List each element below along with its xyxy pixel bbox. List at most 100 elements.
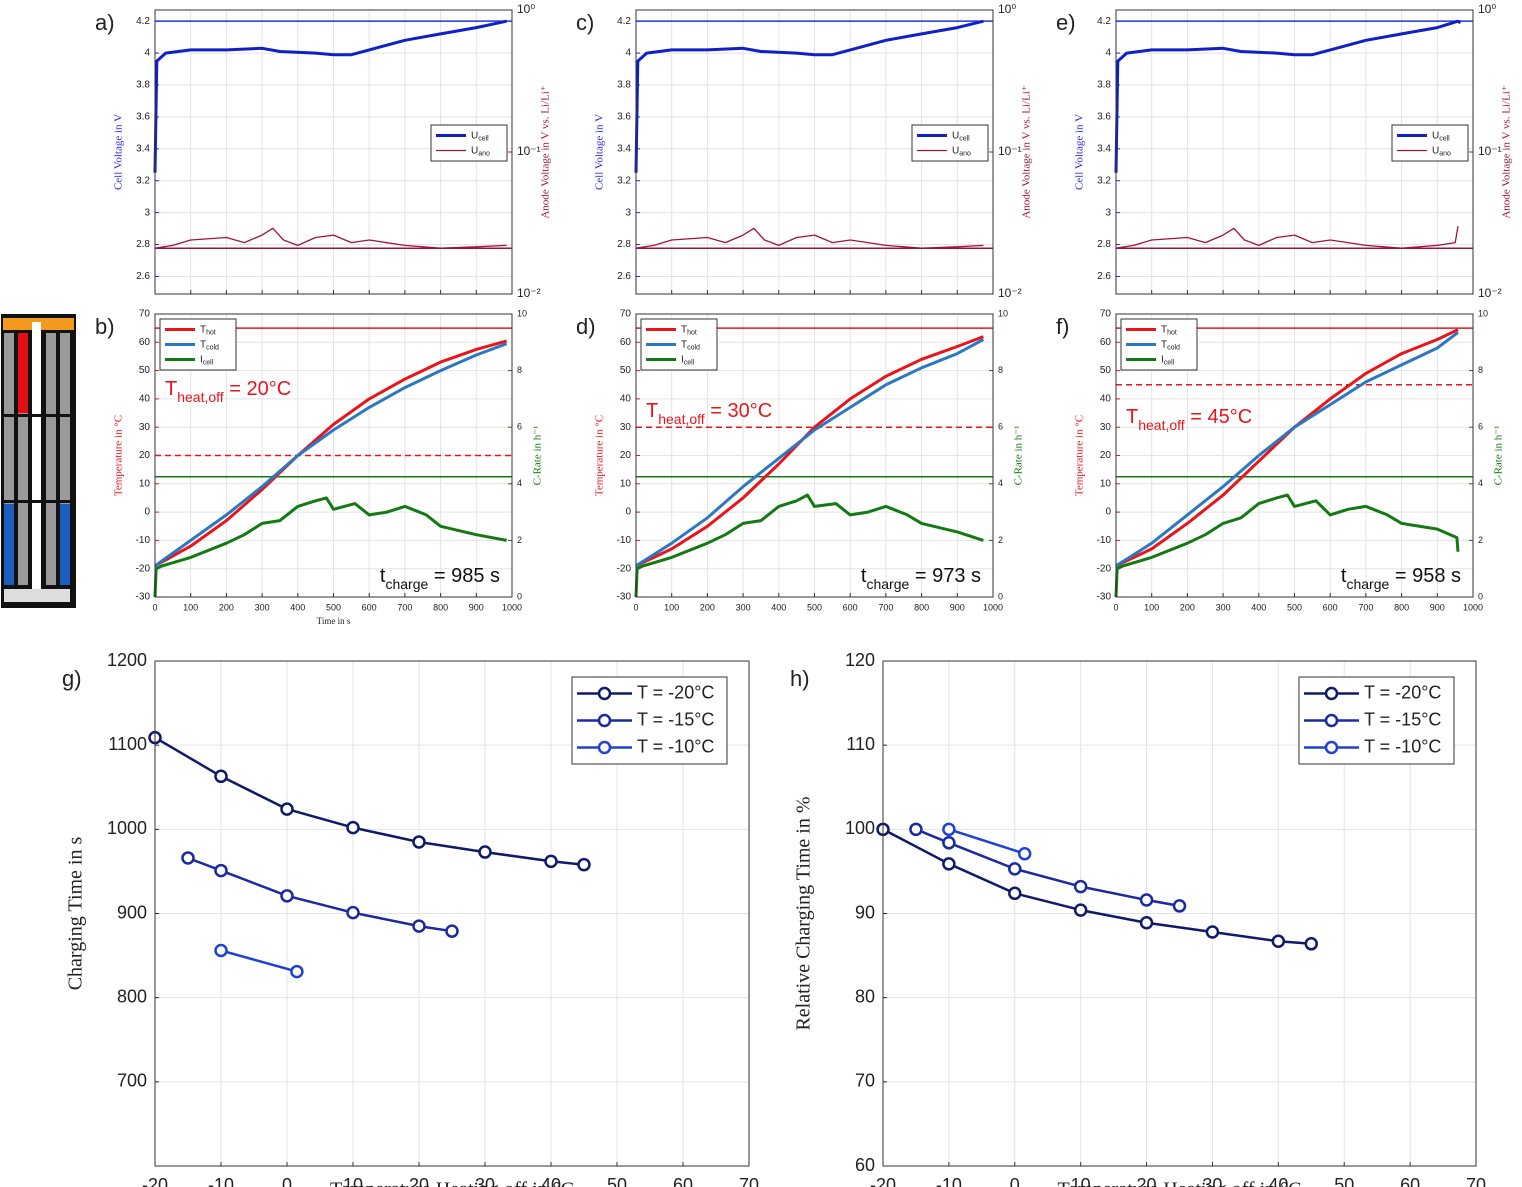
x-tick-label: 50 <box>607 1175 627 1187</box>
series-marker <box>1073 903 1088 917</box>
x-tick-label: 100 <box>1144 602 1159 612</box>
x-tick-label: 300 <box>255 602 270 612</box>
x-tick-label: 0 <box>1010 1175 1020 1187</box>
legend-label-part: T <box>200 324 206 335</box>
y-tick-label: 120 <box>845 650 875 670</box>
y-tick-label: 1200 <box>107 650 147 670</box>
legend-box <box>911 124 989 162</box>
y-tick-label: 1000 <box>107 818 147 838</box>
y-tick-label: 90 <box>855 902 875 922</box>
legend-label-part: cell <box>959 136 970 143</box>
legend-label-part: ano <box>1439 151 1451 158</box>
series-marker <box>1017 846 1032 861</box>
series-marker <box>1139 916 1154 930</box>
y-tick-label: 3.2 <box>1097 175 1111 186</box>
y-tick-label: 4.2 <box>617 16 631 27</box>
y-tick-label: -30 <box>1097 592 1112 603</box>
y2-tick-label: 10 <box>517 308 527 318</box>
legend-label: Tcold <box>200 339 219 352</box>
x-tick-label: 0 <box>633 602 638 612</box>
y-tick-label: 30 <box>139 422 151 433</box>
cell-column <box>46 333 56 585</box>
panel-label: e) <box>1056 10 1076 35</box>
legend-label-part: U <box>1432 145 1439 156</box>
legend-label: Ucell <box>952 130 970 143</box>
y-tick-label: 60 <box>139 337 151 348</box>
legend-label-part: ano <box>478 151 490 158</box>
series-marker <box>214 863 228 878</box>
y-tick-label: 50 <box>620 365 632 376</box>
series-line <box>154 339 508 568</box>
annotation-part: heat,off <box>1138 417 1185 433</box>
y-axis-label: Cell Voltage in V <box>113 114 125 190</box>
annotation-part: T <box>646 400 658 422</box>
y-tick-label: 0 <box>625 507 631 518</box>
annotation-part: = 30°C <box>705 400 772 422</box>
y-tick-label: 20 <box>139 450 151 461</box>
y2-tick-label: 10 <box>1478 308 1488 318</box>
y-tick-label: -10 <box>617 535 632 546</box>
x-tick-label: 60 <box>1400 1175 1420 1187</box>
series-marker <box>280 802 294 816</box>
y-tick-label: 3.2 <box>136 175 150 186</box>
legend-label-part: T = -20°C <box>637 682 714 702</box>
y2-axis-label: Anode Voltage in V vs. Li/Li⁺ <box>1501 85 1513 219</box>
y-tick-label: 60 <box>1100 337 1112 348</box>
y-tick-label: 2.6 <box>617 271 631 282</box>
x-tick-label: 900 <box>1430 602 1445 612</box>
y-tick-label: 3.4 <box>136 143 150 154</box>
series-marker <box>1172 899 1187 913</box>
x-tick-label: 1000 <box>502 602 522 612</box>
x-tick-label: 600 <box>362 602 377 612</box>
annotation-part: t <box>1341 565 1347 587</box>
series-marker <box>346 820 360 835</box>
y2-tick-label: 10⁻² <box>517 286 541 300</box>
legend-label: T = -20°C <box>1364 682 1441 702</box>
annotation-part: charge <box>866 576 909 592</box>
x-tick-label: 200 <box>700 602 715 612</box>
x-tick-label: 100 <box>664 602 679 612</box>
y2-axis-label: C-Rate in h⁻¹ <box>532 426 544 486</box>
cell-column <box>4 333 14 585</box>
annotation-part: charge <box>1346 576 1389 592</box>
annotation-part: heat,off <box>658 411 705 427</box>
y2-tick-label: 6 <box>517 422 522 432</box>
series-marker <box>1139 893 1154 907</box>
legend-label: Uano <box>1432 145 1451 158</box>
annotation-part: = 985 s <box>428 565 500 587</box>
series-marker <box>577 857 591 872</box>
series-line <box>154 736 585 866</box>
legend-label-part: U <box>471 130 478 141</box>
y-tick-label: 2.6 <box>136 271 150 282</box>
legend-label-part: U <box>952 145 959 156</box>
y2-tick-label: 10⁰ <box>517 2 535 16</box>
y-tick-label: 2.8 <box>136 239 150 250</box>
y-tick-label: 70 <box>855 1071 875 1091</box>
y-tick-label: 20 <box>620 450 632 461</box>
legend-label: Icell <box>681 354 695 367</box>
legend-label-part: hot <box>687 330 697 337</box>
y-axis-label: Temperature in °C <box>1074 415 1086 496</box>
legend-label: T = -10°C <box>637 736 714 756</box>
cell-diagram <box>1 314 76 608</box>
y2-tick-label: 4 <box>517 478 522 488</box>
annotation: tcharge = 973 s <box>861 565 981 591</box>
legend-label-part: T = -15°C <box>637 709 714 729</box>
y-tick-label: 0 <box>1105 507 1111 518</box>
y-tick-label: 3.6 <box>136 112 150 123</box>
y2-tick-label: 10⁻¹ <box>517 144 541 158</box>
annotation: Theat,off = 20°C <box>165 378 291 404</box>
series-line <box>154 342 508 568</box>
cell-base <box>4 589 70 602</box>
y-tick-label: 10 <box>139 478 151 489</box>
y-tick-label: 3.8 <box>617 80 631 91</box>
legend-label-part: I <box>200 354 203 365</box>
legend-box <box>1391 124 1469 162</box>
y2-axis-label: C-Rate in h⁻¹ <box>1013 426 1025 486</box>
y-tick-label: 100 <box>845 818 875 838</box>
y2-tick-label: 10 <box>998 308 1008 318</box>
x-tick-label: 700 <box>1358 602 1373 612</box>
y-tick-label: 3.6 <box>1097 112 1111 123</box>
series-line <box>882 828 1312 946</box>
series-marker <box>214 769 228 784</box>
